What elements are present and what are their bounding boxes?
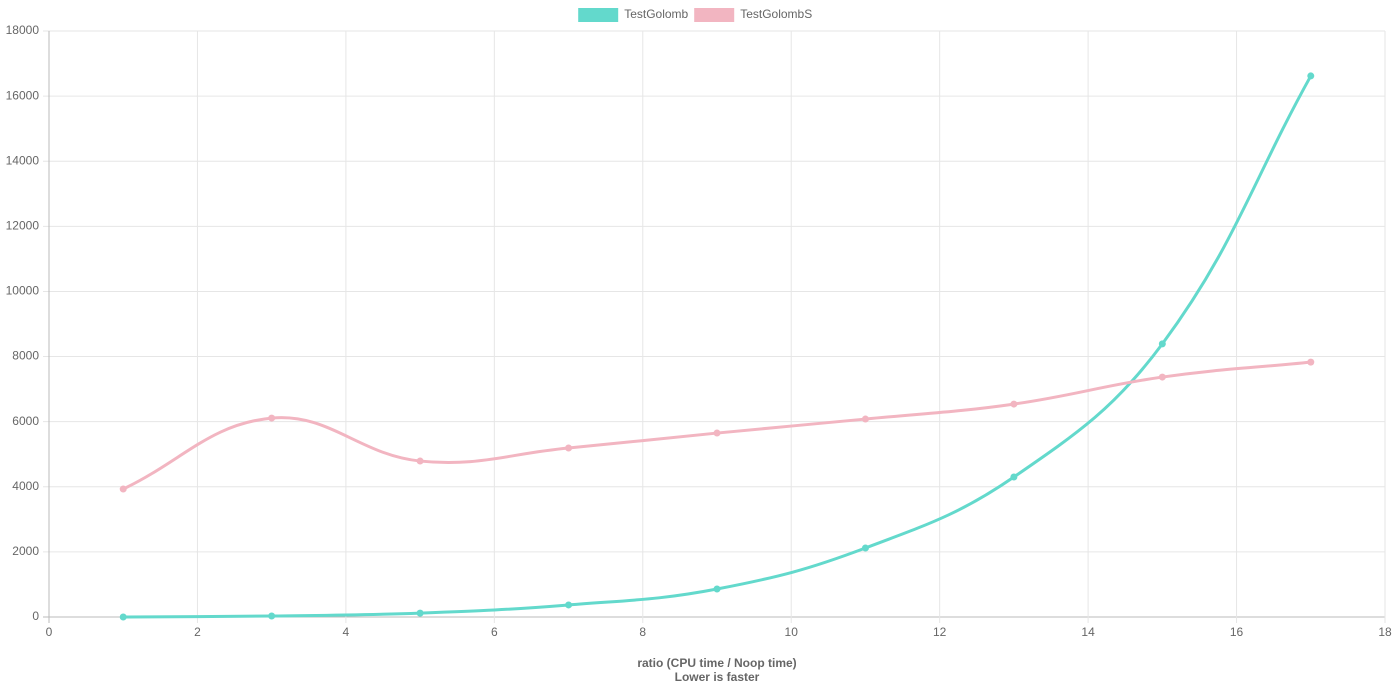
data-point bbox=[1158, 373, 1166, 381]
data-point bbox=[1158, 340, 1166, 348]
x-tick-label: 10 bbox=[785, 625, 799, 639]
x-tick-label: 16 bbox=[1230, 625, 1244, 639]
data-point bbox=[1010, 473, 1018, 481]
y-tick-label: 2000 bbox=[12, 544, 39, 558]
series-line bbox=[123, 75, 1313, 619]
x-tick-label: 2 bbox=[194, 625, 201, 639]
data-point bbox=[713, 585, 721, 593]
legend-swatch[interactable] bbox=[694, 8, 735, 22]
data-point bbox=[119, 613, 127, 621]
x-tick-label: 18 bbox=[1378, 625, 1392, 639]
legend-label[interactable]: TestGolomb bbox=[624, 7, 688, 21]
x-axis-title: Lower is faster bbox=[675, 670, 760, 684]
data-point bbox=[565, 601, 573, 609]
data-point bbox=[713, 429, 721, 437]
data-point bbox=[416, 609, 424, 617]
x-tick-label: 0 bbox=[46, 625, 53, 639]
data-point bbox=[416, 457, 424, 465]
y-tick-label: 6000 bbox=[12, 414, 39, 428]
data-point bbox=[565, 444, 573, 452]
data-point bbox=[861, 544, 869, 552]
y-tick-label: 14000 bbox=[6, 153, 40, 167]
data-point bbox=[861, 415, 869, 423]
series-line bbox=[122, 360, 1311, 491]
legend-label[interactable]: TestGolombS bbox=[740, 7, 812, 21]
x-tick-label: 4 bbox=[343, 625, 350, 639]
y-tick-label: 8000 bbox=[12, 349, 39, 363]
y-tick-label: 4000 bbox=[12, 479, 39, 493]
y-tick-label: 16000 bbox=[6, 88, 40, 102]
y-tick-label: 10000 bbox=[6, 284, 40, 298]
y-tick-label: 12000 bbox=[6, 219, 40, 233]
data-point bbox=[268, 414, 276, 422]
x-axis-title: ratio (CPU time / Noop time) bbox=[637, 656, 796, 670]
y-tick-label: 18000 bbox=[6, 23, 40, 37]
data-point bbox=[119, 485, 127, 493]
y-tick-label: 0 bbox=[32, 609, 39, 623]
x-tick-label: 6 bbox=[491, 625, 498, 639]
data-point bbox=[1307, 72, 1315, 80]
data-point bbox=[1010, 400, 1018, 408]
legend-swatch[interactable] bbox=[578, 8, 619, 22]
x-tick-label: 8 bbox=[639, 625, 646, 639]
data-point bbox=[1307, 358, 1315, 366]
data-point bbox=[268, 612, 276, 620]
x-tick-label: 12 bbox=[933, 625, 947, 639]
x-tick-label: 14 bbox=[1081, 625, 1095, 639]
